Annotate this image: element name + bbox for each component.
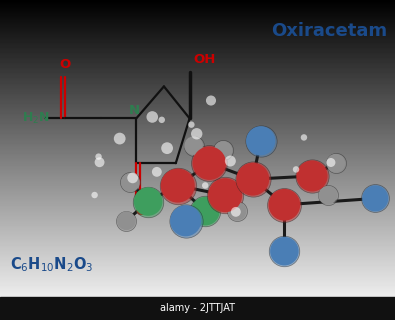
Text: O: O: [135, 205, 147, 218]
Point: [258, 138, 264, 143]
Point: [234, 209, 240, 214]
Point: [117, 136, 123, 141]
Text: H$_2$N: H$_2$N: [22, 111, 49, 126]
Point: [325, 193, 331, 198]
Point: [301, 135, 307, 140]
Point: [258, 138, 264, 143]
Point: [333, 161, 339, 166]
Point: [159, 117, 165, 123]
Point: [123, 218, 130, 223]
Point: [293, 167, 299, 172]
Point: [372, 196, 378, 201]
Point: [233, 209, 239, 214]
Point: [325, 193, 331, 198]
Point: [222, 193, 228, 198]
Point: [208, 98, 214, 103]
Point: [220, 148, 226, 153]
Point: [190, 143, 197, 148]
Point: [309, 173, 315, 179]
Point: [164, 146, 170, 151]
Text: OH: OH: [194, 53, 216, 66]
Bar: [0, 297, 395, 320]
Point: [194, 131, 200, 136]
Point: [227, 158, 233, 164]
Point: [222, 193, 228, 198]
Point: [182, 218, 189, 223]
Point: [202, 209, 209, 214]
Point: [206, 161, 213, 166]
Text: O: O: [60, 58, 71, 71]
Point: [309, 173, 315, 179]
Text: C$_6$H$_{10}$N$_2$O$_3$: C$_6$H$_{10}$N$_2$O$_3$: [10, 255, 93, 274]
Point: [182, 218, 189, 223]
Point: [190, 143, 197, 148]
Point: [96, 160, 103, 165]
Point: [149, 115, 156, 120]
Point: [127, 180, 134, 185]
Point: [250, 177, 256, 182]
Point: [220, 148, 226, 153]
Point: [188, 122, 195, 127]
Point: [372, 196, 378, 201]
Point: [250, 177, 256, 182]
Point: [333, 161, 339, 166]
Text: alamy - 2JTTJAT: alamy - 2JTTJAT: [160, 303, 235, 314]
Point: [281, 202, 288, 207]
Point: [130, 175, 136, 180]
Point: [281, 249, 288, 254]
Point: [175, 183, 181, 188]
Point: [281, 202, 288, 207]
Point: [202, 183, 209, 188]
Point: [96, 154, 102, 159]
Point: [92, 193, 98, 198]
Point: [202, 209, 209, 214]
Point: [234, 209, 240, 214]
Point: [206, 161, 213, 166]
Point: [127, 180, 134, 185]
Point: [328, 160, 334, 165]
Point: [281, 249, 288, 254]
Point: [145, 199, 151, 204]
Text: Oxiracetam: Oxiracetam: [271, 22, 387, 40]
Point: [123, 218, 130, 223]
Point: [256, 131, 262, 136]
Point: [175, 183, 181, 188]
Text: N: N: [129, 104, 140, 117]
Point: [145, 199, 151, 204]
Point: [154, 169, 160, 174]
